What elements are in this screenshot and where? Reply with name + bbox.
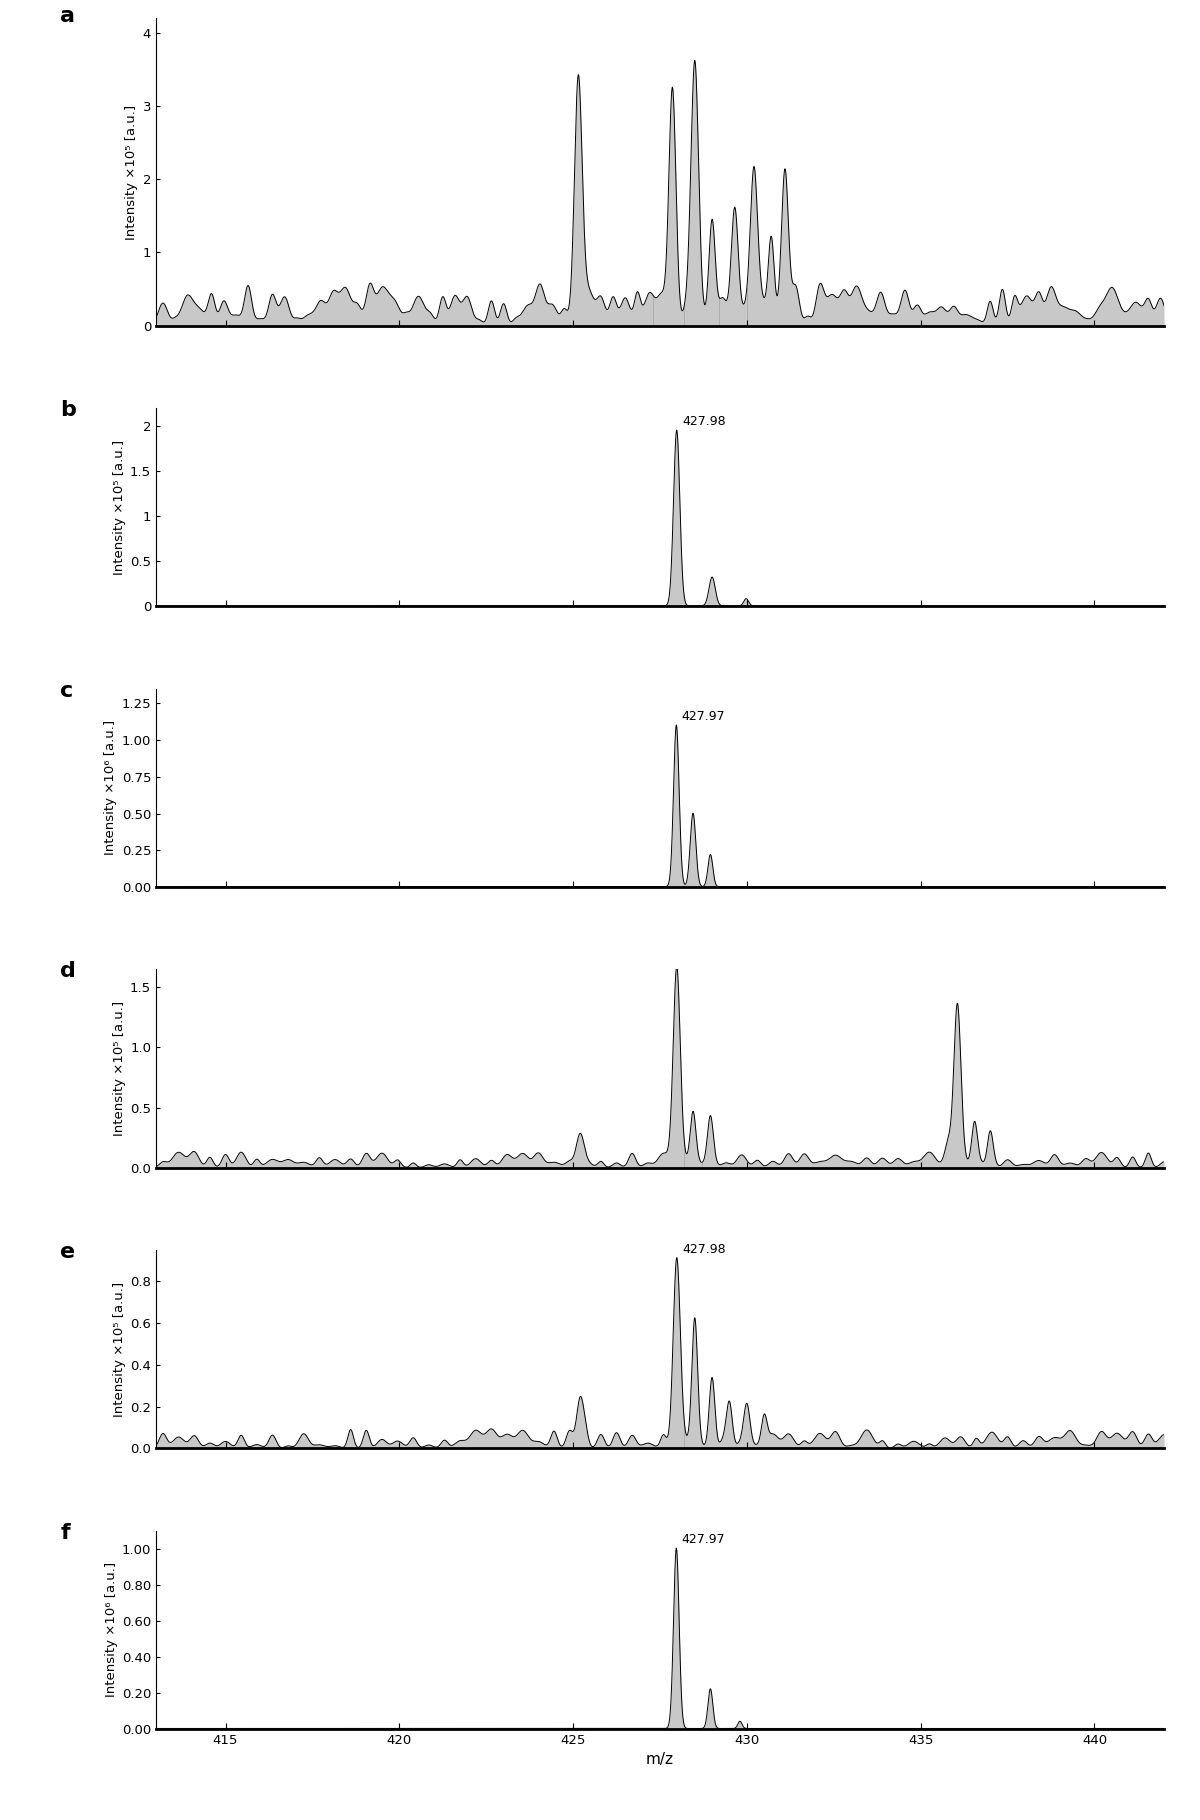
Y-axis label: Intensity ×10⁵ [a.u.]: Intensity ×10⁵ [a.u.] [113,440,126,575]
Text: 427.97: 427.97 [682,710,725,723]
Text: f: f [60,1523,70,1543]
Text: d: d [60,961,76,981]
X-axis label: m/z: m/z [646,1753,674,1767]
Y-axis label: Intensity ×10⁵ [a.u.]: Intensity ×10⁵ [a.u.] [113,1281,126,1416]
Y-axis label: Intensity ×10⁵ [a.u.]: Intensity ×10⁵ [a.u.] [113,1001,126,1136]
Text: a: a [60,5,76,25]
Text: 427.97: 427.97 [682,1532,725,1547]
Y-axis label: Intensity ×10⁶ [a.u.]: Intensity ×10⁶ [a.u.] [104,1562,118,1698]
Text: b: b [60,400,76,420]
Text: 427.98: 427.98 [682,415,726,428]
Y-axis label: Intensity ×10⁵ [a.u.]: Intensity ×10⁵ [a.u.] [126,104,138,240]
Text: c: c [60,681,73,701]
Text: 427.98: 427.98 [682,1243,726,1256]
Text: e: e [60,1241,76,1261]
Y-axis label: Intensity ×10⁶ [a.u.]: Intensity ×10⁶ [a.u.] [104,721,118,855]
